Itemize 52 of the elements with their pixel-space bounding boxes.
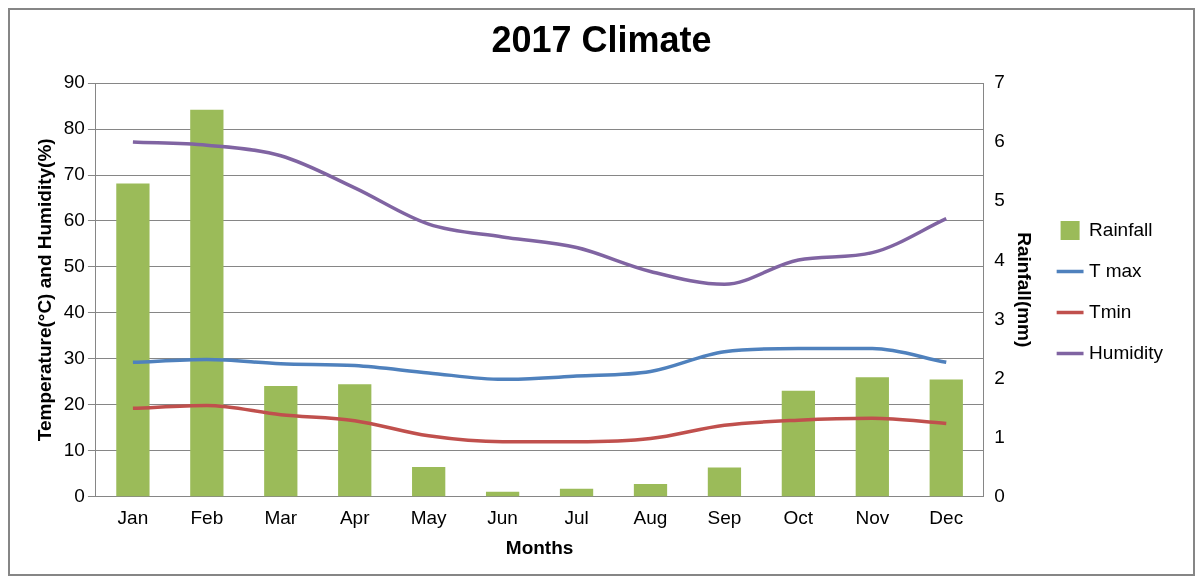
- x-tick-label: Mar: [264, 507, 298, 529]
- x-tick-label: May: [410, 507, 448, 529]
- bar: [929, 379, 963, 497]
- y-tick-label: 30: [63, 346, 85, 368]
- x-tick-label: Sep: [707, 507, 742, 529]
- y2-tick-label: 5: [994, 189, 1005, 211]
- legend-label: Tmin: [1089, 300, 1132, 322]
- bar: [781, 390, 816, 497]
- bar: [707, 467, 742, 497]
- x-tick-label: Oct: [783, 507, 814, 529]
- legend-label: Humidity: [1089, 341, 1164, 363]
- x-axis-title: Months: [505, 536, 574, 558]
- y-tick-label: 0: [74, 484, 85, 506]
- bar: [264, 386, 298, 497]
- x-tick-label: Aug: [633, 507, 668, 529]
- bar: [633, 484, 668, 497]
- bar: [855, 377, 889, 497]
- legend-label: T max: [1089, 259, 1143, 281]
- y2-tick-label: 6: [994, 130, 1005, 152]
- bar: [116, 183, 150, 497]
- y2-tick-label: 0: [994, 484, 1005, 506]
- x-tick-label: Jan: [117, 507, 149, 529]
- x-tick-label: Feb: [190, 507, 224, 529]
- x-tick-label: Apr: [339, 507, 371, 529]
- y-tick-label: 50: [63, 255, 85, 277]
- y-tick-label: 40: [63, 300, 85, 322]
- y2-tick-label: 1: [994, 425, 1005, 447]
- x-tick-label: Nov: [855, 507, 890, 529]
- y2-tick-label: 7: [994, 71, 1005, 93]
- y-tick-label: 10: [63, 438, 85, 460]
- line-series: [131, 140, 949, 287]
- chart-title: 2017 Climate: [491, 18, 712, 60]
- bar: [190, 109, 224, 497]
- x-tick-label: Dec: [929, 507, 964, 529]
- x-tick-label: Jun: [487, 507, 518, 529]
- y-axis-title: Temperature(°C) and Humidity(%): [33, 138, 55, 442]
- bar: [559, 488, 594, 497]
- bar: [338, 384, 372, 497]
- y-tick-label: 70: [63, 163, 85, 185]
- y2-tick-label: 2: [994, 366, 1005, 388]
- bar: [412, 466, 446, 497]
- y-tick-label: 90: [63, 71, 85, 93]
- line-series: [131, 346, 949, 382]
- y-tick-label: 20: [63, 392, 85, 414]
- y-tick-label: 60: [63, 209, 85, 231]
- y2-tick-label: 3: [994, 307, 1005, 329]
- y-tick-label: 80: [63, 117, 85, 139]
- y2-axis-title: Rainfall(mm): [1013, 232, 1035, 348]
- y2-tick-label: 4: [994, 248, 1006, 270]
- line-series: [131, 403, 949, 444]
- legend-label: Rainfall: [1089, 218, 1153, 240]
- x-tick-label: Jul: [564, 507, 589, 529]
